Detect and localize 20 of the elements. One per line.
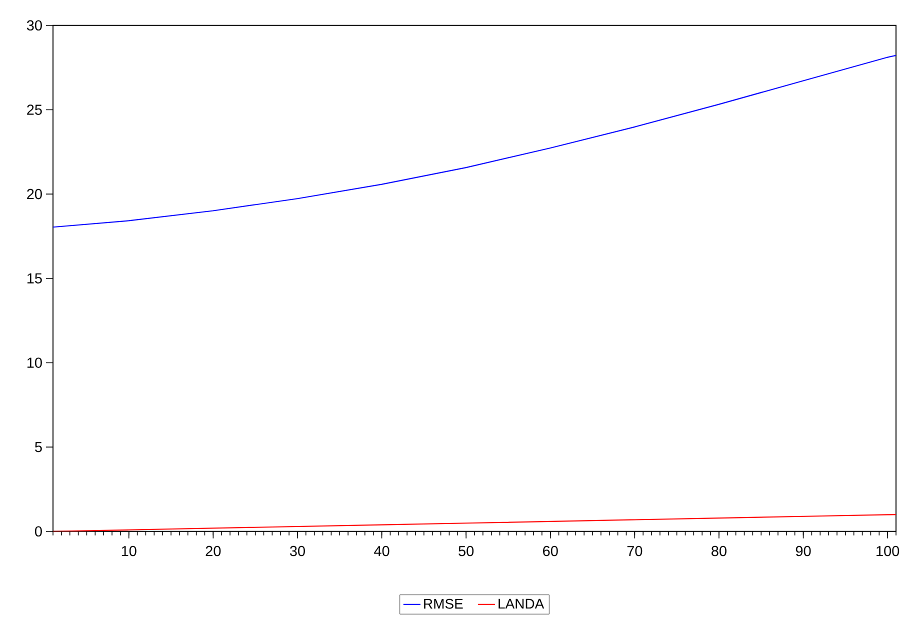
x-tick-label: 50 <box>458 546 474 556</box>
y-tick-label: 15 <box>27 273 42 284</box>
x-tick-label: 100 <box>876 546 900 556</box>
x-tick-label: 70 <box>627 546 642 556</box>
x-tick-label: 90 <box>796 546 811 556</box>
x-tick-label: 40 <box>374 546 390 556</box>
legend-label: RMSE <box>424 598 463 609</box>
y-tick-label: 5 <box>35 442 42 452</box>
x-tick-label: 20 <box>206 546 221 556</box>
x-tick-label: 30 <box>290 546 305 556</box>
y-tick-label: 0 <box>34 526 42 537</box>
legend-label: LANDA <box>498 598 544 609</box>
line-series <box>53 54 896 228</box>
y-tick-label: 10 <box>27 358 42 368</box>
y-tick-label: 25 <box>27 104 42 115</box>
x-tick-label: 60 <box>543 546 558 556</box>
x-tick-label: 80 <box>712 546 726 556</box>
y-tick-label: 30 <box>26 20 42 31</box>
y-tick-label: 20 <box>27 188 42 200</box>
x-tick-label: 10 <box>122 546 136 556</box>
